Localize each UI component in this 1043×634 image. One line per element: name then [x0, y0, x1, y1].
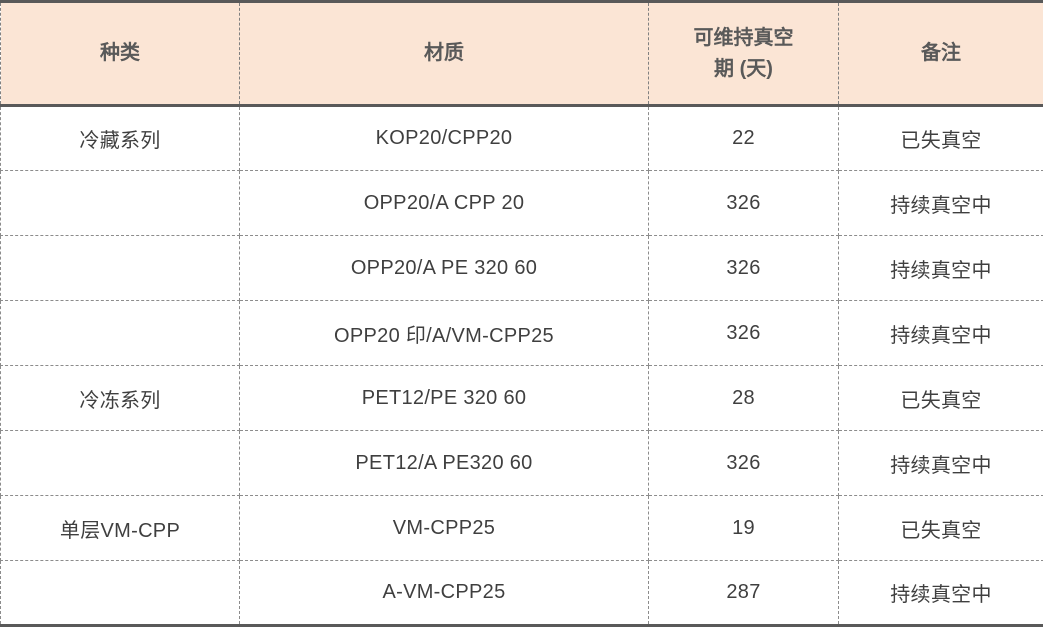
header-cell-remark: 备注: [838, 0, 1043, 107]
cell-remark: 持续真空中: [838, 430, 1043, 496]
cell-remark: 已失真空: [838, 495, 1043, 561]
table-body: 冷藏系列 KOP20/CPP20 22 已失真空 OPP20/A CPP 20 …: [0, 105, 1043, 627]
cell-category: [0, 170, 240, 236]
cell-remark: 持续真空中: [838, 300, 1043, 366]
table-row: A-VM-CPP25 287 持续真空中: [0, 560, 1043, 627]
table-header: 种类 材质 可维持真空期 (天) 备注: [0, 0, 1043, 107]
cell-material: OPP20 印/A/VM-CPP25: [239, 300, 649, 366]
cell-material: KOP20/CPP20: [239, 105, 649, 171]
table-row: 冷藏系列 KOP20/CPP20 22 已失真空: [0, 105, 1043, 171]
header-row: 种类 材质 可维持真空期 (天) 备注: [0, 0, 1043, 107]
cell-category: 冷冻系列: [0, 365, 240, 431]
cell-material: OPP20/A CPP 20: [239, 170, 649, 236]
table-row: 冷冻系列 PET12/PE 320 60 28 已失真空: [0, 365, 1043, 431]
header-cell-material: 材质: [239, 0, 649, 107]
cell-remark: 持续真空中: [838, 170, 1043, 236]
cell-category: [0, 560, 240, 627]
cell-category: [0, 300, 240, 366]
header-vacuum-days-label: 可维持真空期 (天): [693, 26, 794, 80]
cell-days: 326: [648, 430, 839, 496]
cell-remark: 已失真空: [838, 105, 1043, 171]
header-cell-vacuum-days: 可维持真空期 (天): [648, 0, 839, 107]
table-row: PET12/A PE320 60 326 持续真空中: [0, 430, 1043, 496]
cell-category: 单层VM-CPP: [0, 495, 240, 561]
cell-material: PET12/A PE320 60: [239, 430, 649, 496]
table-row: 单层VM-CPP VM-CPP25 19 已失真空: [0, 495, 1043, 561]
header-cell-category: 种类: [0, 0, 240, 107]
cell-days: 326: [648, 235, 839, 301]
cell-material: A-VM-CPP25: [239, 560, 649, 627]
cell-category: [0, 430, 240, 496]
cell-days: 287: [648, 560, 839, 627]
table-row: OPP20/A PE 320 60 326 持续真空中: [0, 235, 1043, 301]
table-row: OPP20 印/A/VM-CPP25 326 持续真空中: [0, 300, 1043, 366]
cell-days: 326: [648, 300, 839, 366]
cell-days: 19: [648, 495, 839, 561]
cell-material: PET12/PE 320 60: [239, 365, 649, 431]
cell-category: 冷藏系列: [0, 105, 240, 171]
table-row: OPP20/A CPP 20 326 持续真空中: [0, 170, 1043, 236]
cell-remark: 已失真空: [838, 365, 1043, 431]
cell-days: 28: [648, 365, 839, 431]
cell-days: 22: [648, 105, 839, 171]
cell-material: OPP20/A PE 320 60: [239, 235, 649, 301]
cell-category: [0, 235, 240, 301]
cell-days: 326: [648, 170, 839, 236]
cell-remark: 持续真空中: [838, 560, 1043, 627]
cell-material: VM-CPP25: [239, 495, 649, 561]
cell-remark: 持续真空中: [838, 235, 1043, 301]
